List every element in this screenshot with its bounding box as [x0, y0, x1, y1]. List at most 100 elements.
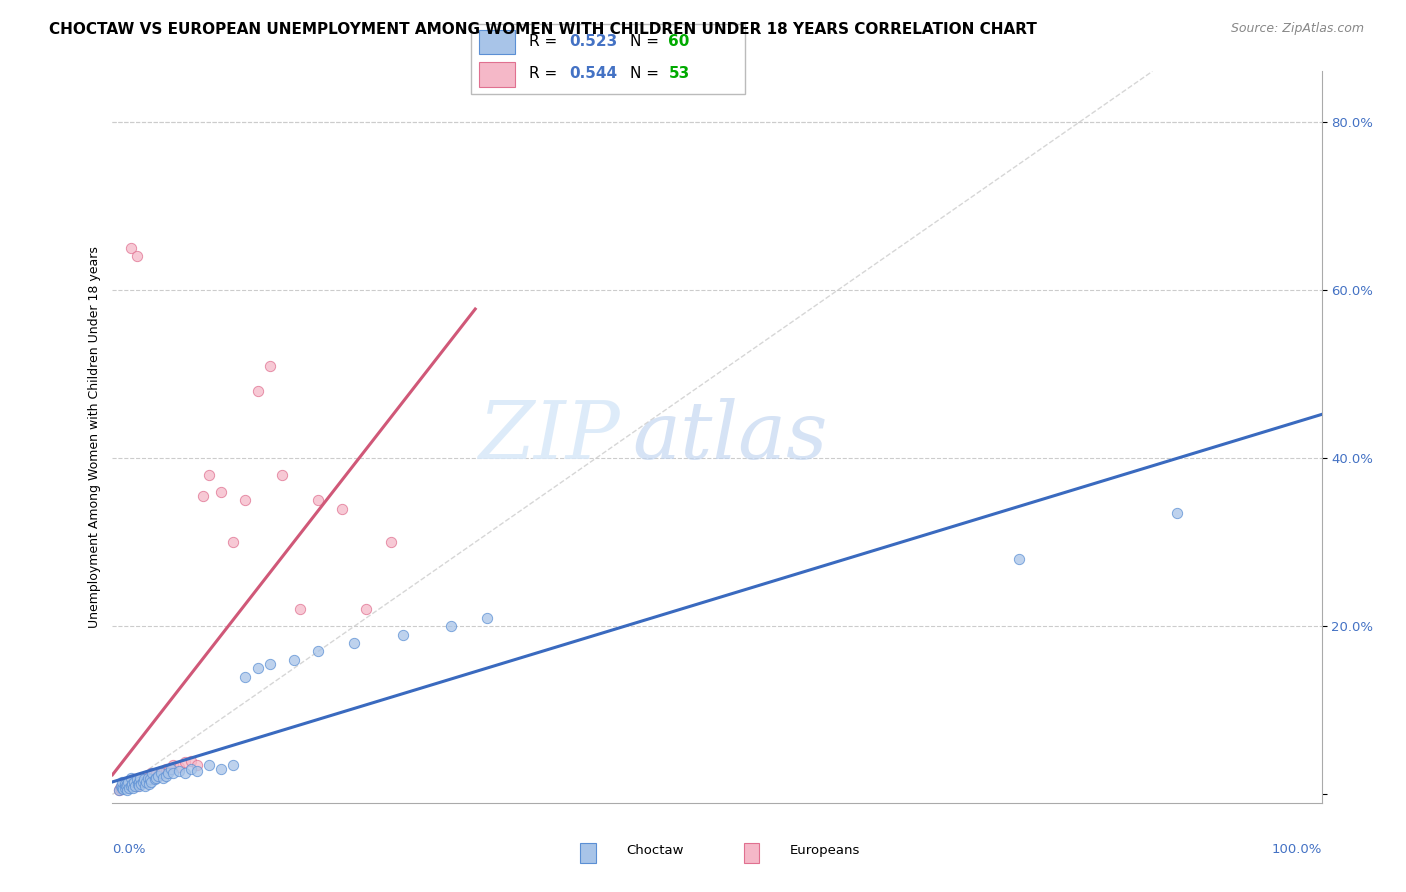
- Point: [115, 777, 138, 791]
- Point: [124, 777, 146, 791]
- Point: [136, 771, 159, 785]
- Text: 0.0%: 0.0%: [112, 843, 146, 856]
- Point: [343, 636, 366, 650]
- Point: [131, 774, 153, 789]
- Point: [149, 766, 172, 780]
- Point: [112, 780, 135, 795]
- Text: atlas: atlas: [633, 399, 828, 475]
- FancyBboxPatch shape: [479, 62, 515, 87]
- Point: [112, 782, 135, 797]
- Text: 60: 60: [668, 34, 690, 49]
- Point: [132, 772, 155, 787]
- Point: [118, 779, 141, 793]
- Point: [235, 493, 257, 508]
- Point: [122, 779, 145, 793]
- FancyBboxPatch shape: [479, 29, 515, 54]
- Point: [141, 774, 163, 789]
- Point: [162, 766, 184, 780]
- Point: [107, 783, 129, 797]
- Point: [155, 762, 177, 776]
- Point: [111, 774, 134, 789]
- Point: [191, 489, 214, 503]
- Point: [174, 756, 197, 770]
- Point: [307, 644, 329, 658]
- Point: [118, 780, 141, 795]
- Text: ZIP: ZIP: [478, 399, 620, 475]
- Point: [162, 758, 184, 772]
- Point: [129, 771, 152, 785]
- Point: [111, 779, 134, 793]
- Text: R =: R =: [529, 66, 562, 80]
- Point: [141, 766, 163, 780]
- Point: [131, 777, 153, 791]
- Point: [110, 779, 132, 793]
- Point: [122, 780, 145, 795]
- Point: [128, 774, 150, 789]
- Point: [132, 772, 155, 787]
- Point: [246, 384, 269, 398]
- Point: [125, 772, 148, 787]
- Point: [117, 774, 139, 789]
- Point: [115, 774, 138, 789]
- Point: [145, 766, 167, 780]
- Point: [222, 535, 245, 549]
- Point: [114, 779, 136, 793]
- Point: [380, 535, 402, 549]
- Point: [440, 619, 463, 633]
- Point: [152, 771, 174, 785]
- Point: [121, 777, 143, 791]
- Point: [186, 758, 208, 772]
- Point: [157, 766, 180, 780]
- Point: [141, 766, 163, 780]
- Point: [145, 771, 167, 785]
- Text: 0.544: 0.544: [569, 66, 617, 80]
- Point: [142, 771, 165, 785]
- Point: [114, 777, 136, 791]
- Point: [120, 241, 142, 255]
- Point: [259, 359, 281, 373]
- Point: [143, 772, 166, 787]
- Point: [209, 762, 232, 776]
- Point: [128, 777, 150, 791]
- Point: [135, 774, 157, 789]
- Point: [117, 780, 139, 795]
- Text: CHOCTAW VS EUROPEAN UNEMPLOYMENT AMONG WOMEN WITH CHILDREN UNDER 18 YEARS CORREL: CHOCTAW VS EUROPEAN UNEMPLOYMENT AMONG W…: [49, 22, 1038, 37]
- Point: [138, 777, 160, 791]
- Point: [307, 493, 329, 508]
- Point: [222, 758, 245, 772]
- Point: [128, 779, 150, 793]
- Point: [159, 762, 181, 776]
- Point: [138, 772, 160, 787]
- Point: [356, 602, 378, 616]
- Point: [155, 769, 177, 783]
- Point: [120, 771, 142, 785]
- Point: [132, 774, 155, 789]
- Point: [135, 769, 157, 783]
- Point: [114, 779, 136, 793]
- Point: [157, 764, 180, 778]
- Point: [1008, 552, 1031, 566]
- Point: [167, 760, 190, 774]
- Point: [114, 777, 136, 791]
- Point: [125, 249, 148, 263]
- Point: [246, 661, 269, 675]
- Point: [127, 777, 149, 791]
- Point: [115, 783, 138, 797]
- Point: [122, 772, 145, 787]
- Point: [120, 779, 142, 793]
- Point: [330, 501, 353, 516]
- Text: N =: N =: [630, 66, 664, 80]
- Text: 0.523: 0.523: [569, 34, 619, 49]
- Point: [125, 779, 148, 793]
- Point: [167, 764, 190, 778]
- Point: [209, 484, 232, 499]
- Point: [134, 774, 156, 789]
- Text: Choctaw: Choctaw: [627, 844, 683, 856]
- Point: [174, 766, 197, 780]
- Point: [1166, 506, 1188, 520]
- Point: [477, 611, 499, 625]
- Point: [259, 657, 281, 671]
- Text: R =: R =: [529, 34, 562, 49]
- Point: [127, 774, 149, 789]
- Point: [391, 627, 413, 641]
